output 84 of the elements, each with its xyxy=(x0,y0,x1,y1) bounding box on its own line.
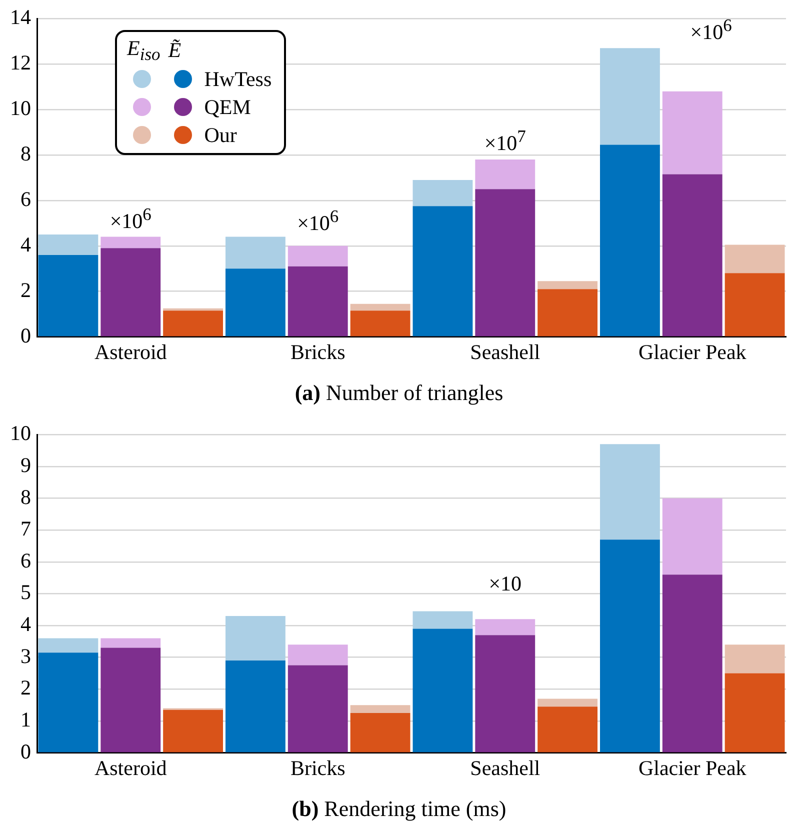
bar xyxy=(226,268,286,336)
legend-label: Our xyxy=(204,122,238,148)
y-tick-label: 5 xyxy=(20,580,31,604)
bar xyxy=(600,48,660,145)
bar xyxy=(724,644,785,674)
y-tick-label: 9 xyxy=(20,452,31,477)
bar xyxy=(288,644,348,666)
bar xyxy=(412,180,473,206)
bar xyxy=(38,652,98,752)
y-tick-label: 2 xyxy=(20,278,31,302)
x-tick-label: Glacier Peak xyxy=(638,340,747,364)
bar xyxy=(350,310,410,336)
bar xyxy=(226,616,286,661)
x-tick-label: Asteroid xyxy=(94,756,168,780)
bar xyxy=(662,498,722,575)
bar xyxy=(288,266,348,336)
bar xyxy=(226,236,286,269)
legend-title: E$_{iso}$ Ẽ xyxy=(126,36,182,66)
y-tick-label: 14 xyxy=(10,5,32,30)
y-tick-label: 3 xyxy=(20,644,31,668)
x-tick-label: Glacier Peak xyxy=(638,756,747,780)
y-tick-label: 8 xyxy=(20,141,31,166)
bar xyxy=(288,246,348,266)
bar xyxy=(600,540,660,752)
annotation: ×10 xyxy=(488,572,522,597)
bar xyxy=(662,91,722,174)
y-tick-label: 10 xyxy=(10,96,31,120)
bar xyxy=(475,635,536,752)
x-tick-label: Asteroid xyxy=(94,340,168,364)
x-tick-label: Seashell xyxy=(470,756,540,780)
y-tick-label: 6 xyxy=(20,186,31,211)
bar xyxy=(38,254,98,336)
bar xyxy=(350,713,410,752)
y-tick-label: 1 xyxy=(20,707,31,732)
bar xyxy=(163,710,223,752)
y-tick-label: 8 xyxy=(20,484,31,509)
bar xyxy=(100,248,161,336)
bar xyxy=(538,706,598,752)
y-tick-label: 0 xyxy=(20,739,31,764)
x-tick-label: Bricks xyxy=(290,340,346,364)
bar xyxy=(724,673,785,752)
y-tick-label: 7 xyxy=(20,516,31,541)
bar xyxy=(538,289,598,336)
bar xyxy=(662,574,722,752)
bar xyxy=(226,660,286,752)
bar xyxy=(38,638,98,653)
bar xyxy=(412,611,473,629)
y-tick-label: 4 xyxy=(20,232,32,256)
x-axis-title: (a) Number of triangles xyxy=(294,380,504,405)
y-tick-label: 2 xyxy=(20,676,31,700)
bar xyxy=(100,236,161,248)
bar xyxy=(724,244,785,274)
annotation: ×10$^{6}$ xyxy=(110,204,152,234)
y-tick-label: 0 xyxy=(20,323,31,348)
bar xyxy=(475,619,536,636)
bar xyxy=(538,698,598,707)
y-tick-label: 12 xyxy=(10,50,31,75)
bar xyxy=(662,174,722,336)
bar xyxy=(350,705,410,714)
legend-label: HwTess xyxy=(204,66,272,92)
annotation: ×10$^{6}$ xyxy=(297,206,339,236)
bar xyxy=(475,189,536,336)
bar xyxy=(412,206,473,336)
bar xyxy=(288,665,348,752)
y-tick-label: 4 xyxy=(20,612,32,636)
bar xyxy=(350,304,410,311)
bar xyxy=(475,160,536,190)
bar xyxy=(538,281,598,290)
bar xyxy=(412,628,473,752)
bar xyxy=(100,638,161,648)
x-tick-label: Bricks xyxy=(290,756,346,780)
annotation: ×10$^{6}$ xyxy=(690,14,732,45)
y-tick-label: 10 xyxy=(10,421,31,446)
bar xyxy=(600,144,660,336)
bar xyxy=(100,648,161,752)
annotation: ×10$^{7}$ xyxy=(484,126,526,156)
legend-label: QEM xyxy=(204,94,252,120)
bar xyxy=(724,273,785,336)
bar xyxy=(600,444,660,540)
x-tick-label: Seashell xyxy=(470,340,540,364)
bar xyxy=(163,310,223,336)
bar xyxy=(38,234,98,255)
x-axis-title: (b) Rendering time (ms) xyxy=(292,796,506,821)
y-tick-label: 6 xyxy=(20,548,31,572)
